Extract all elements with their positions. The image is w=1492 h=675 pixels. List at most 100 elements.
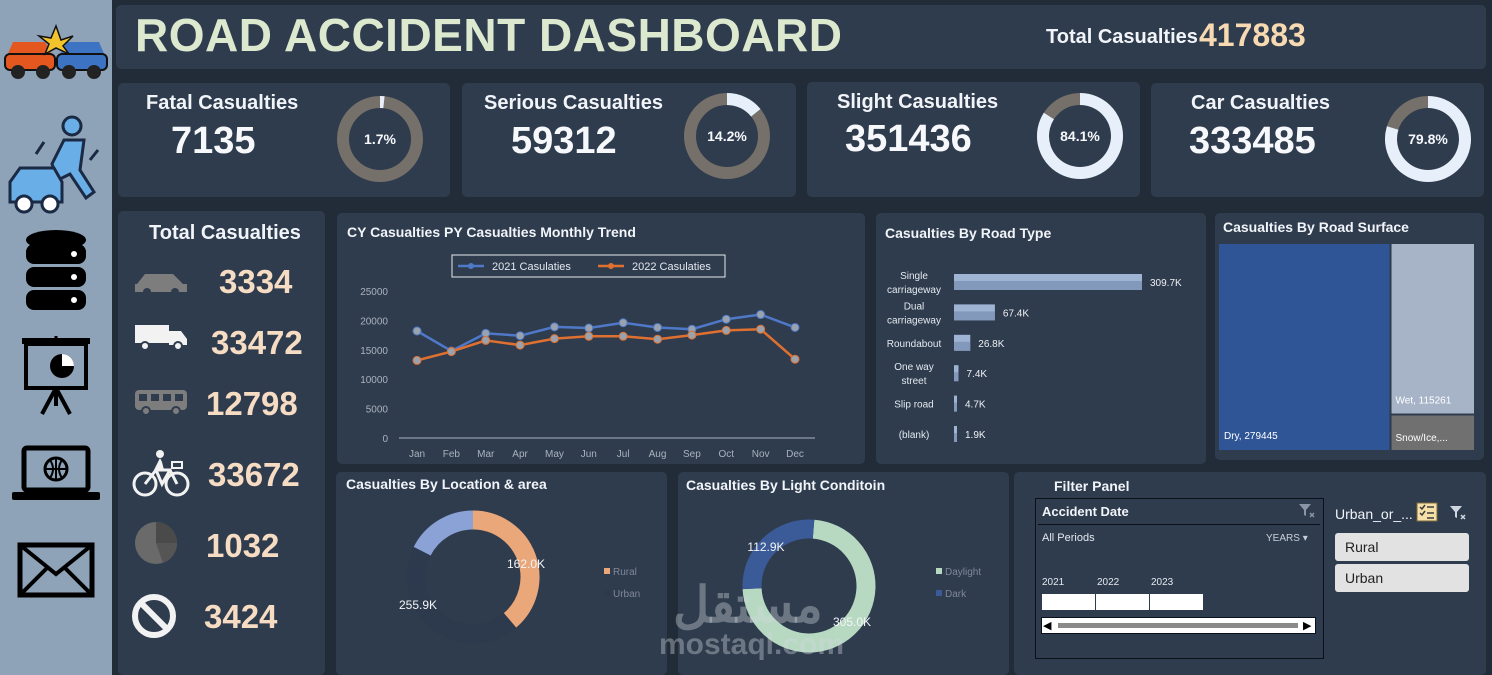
database-icon[interactable]: [0, 228, 112, 312]
legend-marker: [608, 263, 614, 269]
x-tick-label: Jul: [617, 449, 630, 460]
x-tick-label: Aug: [649, 449, 667, 460]
pedestrian-accident-icon[interactable]: [0, 110, 112, 214]
laptop-globe-icon[interactable]: [0, 444, 112, 504]
light-condition-donut: 305.0K Daylight 112.9K Dark: [742, 519, 981, 653]
scroll-right-icon[interactable]: ▶: [1303, 620, 1312, 632]
data-point: [412, 326, 422, 336]
kpi-ring-label: 84.1%: [1060, 128, 1100, 144]
road-type-category-label: Dual: [904, 301, 925, 312]
kpi-title-slight: Slight Casualties: [837, 91, 999, 113]
road-type-value-label: 26.8K: [978, 339, 1004, 350]
donut-slice-highlight: [413, 510, 474, 556]
clear-filter-icon[interactable]: [1449, 505, 1467, 526]
donut-slice: [472, 510, 540, 628]
vehicle-value-other: 1032: [206, 527, 280, 564]
x-tick-label: Sep: [683, 449, 701, 460]
data-point: [790, 354, 800, 364]
data-point: [549, 322, 559, 332]
accident-date-slicer[interactable]: [1035, 498, 1324, 659]
legend-label: Rural: [613, 567, 637, 578]
vehicle-value-bus: 12798: [206, 385, 298, 422]
x-tick-label: Jan: [409, 449, 425, 460]
road-type-bar-shade: [954, 433, 957, 442]
slicer-option-rural[interactable]: Rural: [1335, 533, 1469, 561]
watermark-arabic: مستقل: [673, 577, 823, 633]
timeline-bar-2023[interactable]: [1150, 594, 1203, 610]
year-label-2023: 2023: [1151, 577, 1174, 588]
donut-slice: [742, 519, 876, 653]
year-label-2022: 2022: [1097, 577, 1120, 588]
slicer-option-urban[interactable]: Urban: [1335, 564, 1469, 592]
kpi-title-serious: Serious Casualties: [484, 92, 663, 114]
road-type-category-label: street: [901, 376, 926, 387]
data-point: [653, 322, 663, 332]
road-type-value-label: 67.4K: [1003, 308, 1029, 319]
road-type-value-label: 1.9K: [965, 430, 986, 441]
legend-label: Urban: [613, 589, 640, 600]
data-point: [721, 314, 731, 324]
all-periods-label: All Periods: [1042, 532, 1095, 544]
kpi-ring-label: 1.7%: [364, 131, 396, 147]
road-type-value-label: 309.7K: [1150, 278, 1182, 289]
donut-slice: [742, 519, 815, 590]
dashboard-title: ROAD ACCIDENT DASHBOARD: [135, 9, 843, 61]
y-tick-label: 20000: [360, 316, 388, 327]
legend-label: Dark: [945, 589, 967, 600]
treemap-tile-snow: [1391, 415, 1474, 450]
accident-date-slicer-title: Accident Date: [1042, 504, 1129, 519]
kpi-ring-label: 14.2%: [707, 128, 747, 144]
data-point: [618, 331, 628, 341]
time-level-dropdown[interactable]: YEARS ▾: [1266, 533, 1308, 544]
kpi-value-car: 333485: [1189, 120, 1316, 162]
road-type-value-label: 7.4K: [966, 369, 987, 380]
donut-data-label: 112.9K: [747, 540, 784, 554]
scroll-left-icon[interactable]: ◀: [1043, 620, 1052, 632]
data-point: [481, 335, 491, 345]
kpi-ring-fill: [726, 93, 761, 117]
data-point: [515, 331, 525, 341]
vehicle-totals-title: Total Casualties: [149, 222, 301, 244]
presentation-icon[interactable]: [0, 336, 112, 416]
timeline-bar-2022[interactable]: [1096, 594, 1149, 610]
x-tick-label: May: [545, 449, 564, 460]
series-line: [416, 327, 796, 362]
data-point: [756, 310, 766, 320]
slicer-divider: [1038, 524, 1320, 525]
road-type-chart: 309.7K Single carriageway 67.4K Dual carriage…: [887, 271, 1182, 442]
y-tick-label: 0: [382, 434, 388, 445]
multi-select-icon[interactable]: [1416, 502, 1438, 527]
pie-icon: [133, 520, 179, 571]
donut-data-label: 255.9K: [399, 598, 437, 612]
vehicle-value-unknown: 3424: [204, 598, 278, 635]
scrollbar-thumb[interactable]: [1058, 623, 1298, 628]
road-type-category-label: Single: [900, 271, 928, 282]
watermark-text: mostaql.com: [659, 628, 845, 661]
road-type-bar-shade: [954, 281, 1142, 290]
road-type-panel: [876, 213, 1206, 464]
data-point: [687, 330, 697, 340]
series-line: [416, 313, 796, 353]
road-type-value-label: 4.7K: [965, 400, 986, 411]
data-point: [549, 334, 559, 344]
legend-label: 2021 Casulaties: [492, 261, 571, 273]
legend-swatch: [604, 568, 610, 574]
legend-marker: [468, 263, 474, 269]
total-casualties-label: Total Casualties: [1046, 26, 1198, 48]
mail-icon[interactable]: [0, 542, 112, 598]
sidebar: [0, 0, 112, 675]
data-point: [515, 340, 525, 350]
kpi-ring-label: 79.8%: [1408, 131, 1448, 147]
vehicle-value-bicycle: 33672: [208, 456, 300, 493]
road-type-category-label: (blank): [899, 430, 930, 441]
car-crash-icon[interactable]: [0, 8, 112, 82]
timeline-bar-2021[interactable]: [1042, 594, 1095, 610]
vehicle-value-car: 3334: [219, 263, 293, 300]
kpi-title-fatal: Fatal Casualties: [146, 92, 299, 114]
treemap-label-wet: Wet, 115261: [1396, 396, 1452, 407]
x-tick-label: Jun: [581, 449, 597, 460]
clear-filter-icon[interactable]: [1298, 503, 1316, 524]
road-type-bar-shade: [954, 341, 971, 351]
truck-icon: [133, 323, 189, 356]
